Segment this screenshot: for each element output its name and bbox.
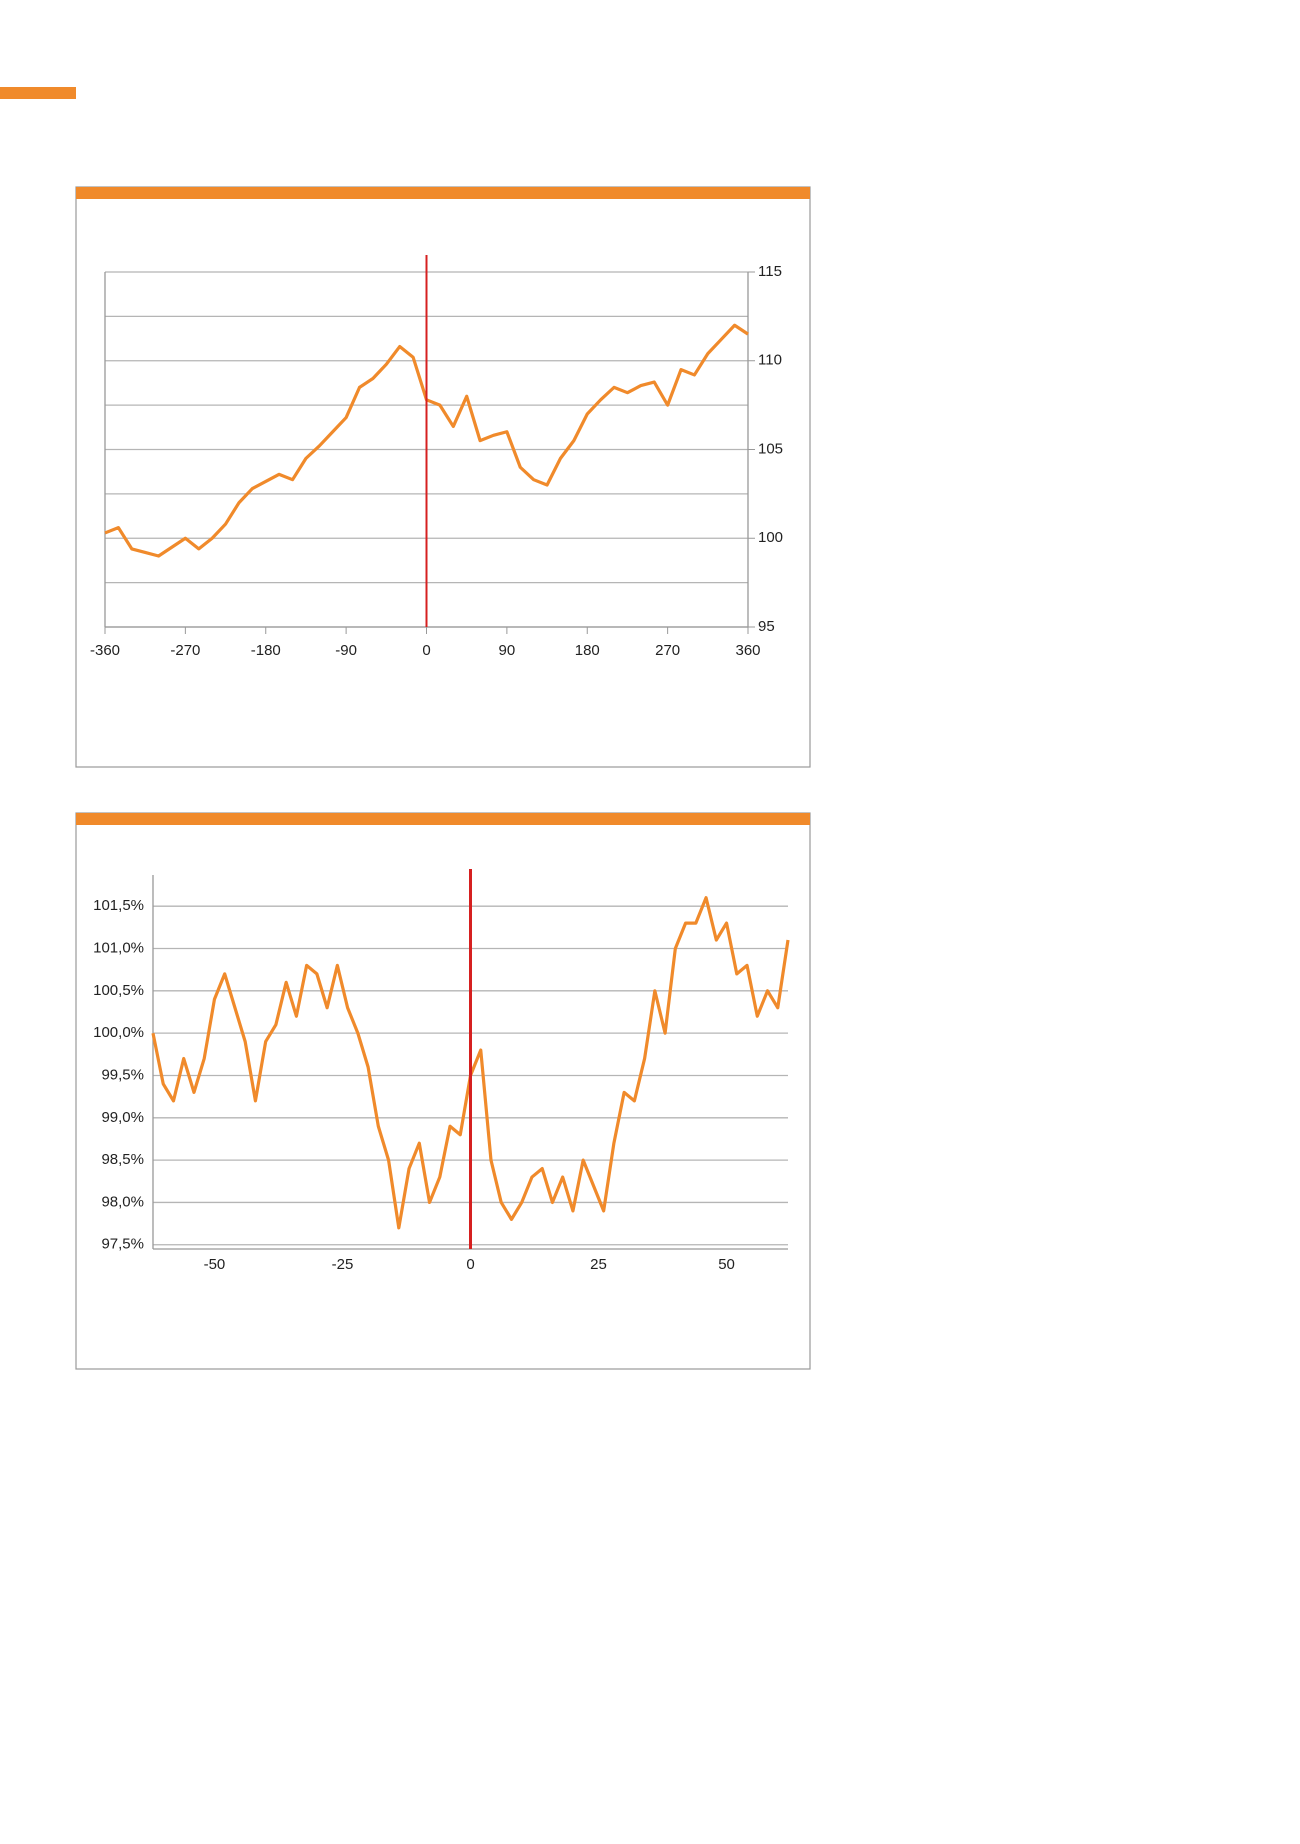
y-tick-label: 95 (758, 618, 775, 635)
chart-frame (75, 812, 811, 1370)
x-tick-label: -90 (335, 642, 357, 659)
x-tick-label: 270 (655, 642, 680, 659)
x-tick-label: 25 (590, 1256, 607, 1273)
x-tick-label: -50 (204, 1256, 226, 1273)
x-tick-label: 0 (466, 1256, 474, 1273)
accent-bar (0, 87, 76, 99)
y-tick-label: 99,0% (101, 1109, 144, 1126)
y-tick-label: 100,5% (93, 982, 144, 999)
x-tick-label: 180 (575, 642, 600, 659)
y-tick-label: 110 (758, 352, 782, 369)
y-tick-label: 99,5% (101, 1066, 144, 1083)
x-tick-label: 50 (718, 1256, 735, 1273)
x-tick-label: -180 (251, 642, 281, 659)
y-tick-label: 98,0% (101, 1193, 144, 1210)
chart-header (76, 813, 810, 825)
chart-frame (75, 186, 811, 768)
x-tick-label: -360 (90, 642, 120, 659)
y-tick-label: 115 (758, 263, 782, 280)
y-tick-label: 101,5% (93, 897, 144, 914)
x-tick-label: 360 (735, 642, 760, 659)
chart-header (76, 187, 810, 199)
x-tick-label: -270 (170, 642, 200, 659)
y-tick-label: 98,5% (101, 1151, 144, 1168)
x-tick-label: 90 (499, 642, 516, 659)
y-tick-label: 97,5% (101, 1236, 144, 1253)
x-tick-label: -25 (332, 1256, 354, 1273)
y-tick-label: 100,0% (93, 1024, 144, 1041)
y-tick-label: 100 (758, 529, 783, 546)
y-tick-label: 105 (758, 440, 783, 457)
y-tick-label: 101,0% (93, 939, 144, 956)
x-tick-label: 0 (422, 642, 430, 659)
